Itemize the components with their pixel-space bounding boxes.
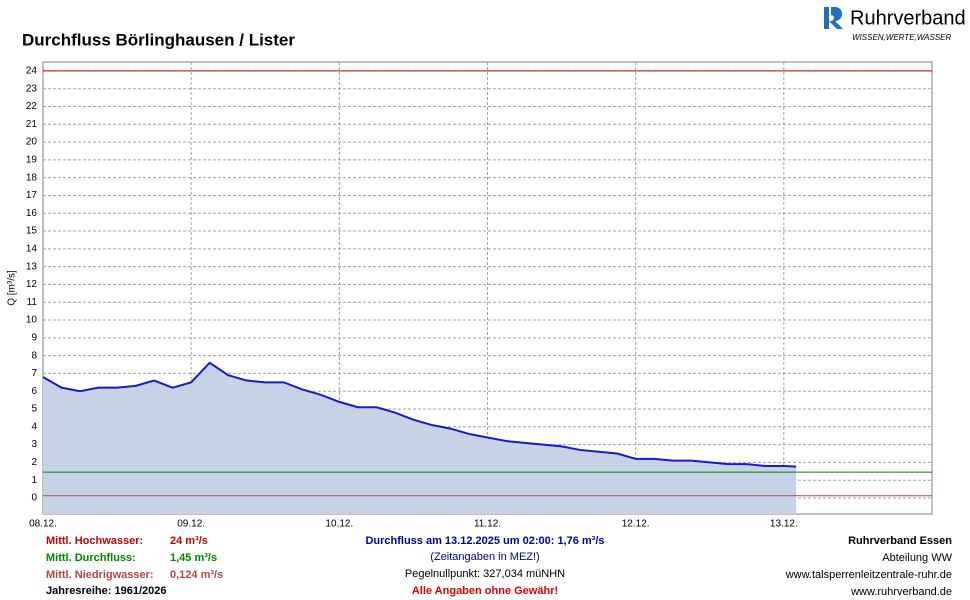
reference-label: Mittl. Niedrigwasser: (46, 569, 154, 581)
x-tick-label: 13.12. (770, 519, 798, 530)
y-tick-label: 20 (26, 137, 38, 148)
y-tick-label: 17 (26, 190, 38, 201)
logo-tagline: WISSEN,WERTE,WASSER (852, 33, 951, 42)
x-tick-label: 11.12. (474, 519, 501, 530)
current-value: Durchfluss am 13.12.2025 um 02:00: 1,76 … (365, 535, 604, 547)
x-tick-label: 09.12. (177, 519, 205, 530)
y-tick-label: 16 (26, 208, 38, 219)
y-tick-label: 22 (26, 101, 38, 112)
reference-value: 0,124 m³/s (170, 569, 223, 581)
reference-label: Mittl. Hochwasser: (46, 535, 143, 547)
logo: Ruhrverband WISSEN,WERTE,WASSER (824, 7, 966, 42)
disclaimer: Alle Angaben ohne Gewähr! (412, 585, 558, 597)
logo-icon (829, 7, 843, 29)
x-tick-label: 08.12. (29, 519, 57, 530)
y-tick-label: 3 (31, 439, 37, 450)
y-tick-label: 19 (26, 155, 38, 166)
org-line: www.talsperrenleitzentrale-ruhr.de (785, 569, 952, 581)
org-line: Ruhrverband Essen (848, 535, 952, 547)
chart-title: Durchfluss Börlinghausen / Lister (22, 30, 295, 49)
y-tick-label: 18 (26, 172, 38, 183)
x-tick-label: 12.12. (622, 519, 650, 530)
reference-value: 1,45 m³/s (170, 552, 217, 564)
y-tick-label: 10 (26, 315, 38, 326)
org-line: www.ruhrverband.de (850, 586, 952, 598)
time-note: (Zeitangaben in MEZ!) (430, 551, 539, 563)
y-tick-label: 11 (27, 297, 38, 308)
logo-name: Ruhrverband (850, 7, 966, 29)
footer-text: Jahresreihe: 1961/2026 (46, 585, 166, 597)
y-tick-label: 5 (31, 404, 37, 415)
gauge-zero: Pegelnullpunkt: 327,034 müNHN (405, 568, 565, 580)
y-tick-label: 14 (26, 243, 38, 254)
y-tick-label: 12 (26, 279, 38, 290)
y-tick-label: 15 (26, 226, 38, 237)
y-tick-label: 7 (31, 368, 37, 379)
y-tick-label: 21 (26, 119, 38, 130)
y-tick-label: 2 (31, 457, 37, 468)
y-tick-label: 4 (31, 421, 37, 432)
y-tick-label: 1 (31, 475, 37, 486)
y-tick-label: 23 (26, 83, 38, 94)
org-line: Abteilung WW (882, 552, 952, 564)
y-tick-label: 9 (31, 332, 37, 343)
y-tick-label: 13 (26, 261, 38, 272)
reference-label: Mittl. Durchfluss: (46, 552, 136, 564)
y-tick-label: 6 (31, 386, 37, 397)
y-tick-label: 8 (31, 350, 37, 361)
reference-value: 24 m³/s (170, 535, 208, 547)
logo-bar (824, 7, 829, 29)
y-tick-label: 24 (26, 66, 38, 77)
x-tick-label: 10.12. (325, 519, 353, 530)
y-tick-label: 0 (31, 493, 37, 504)
y-axis-label: Q [m³/s] (7, 270, 18, 306)
area (43, 362, 797, 514)
line (42, 361, 797, 468)
